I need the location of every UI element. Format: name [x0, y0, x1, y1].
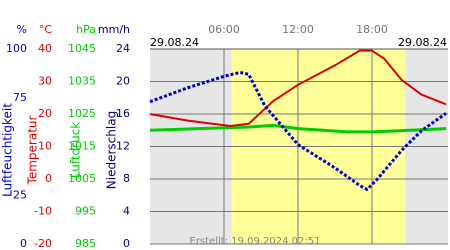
- y-tick-label: 8: [123, 172, 130, 185]
- series-line: [149, 49, 447, 128]
- y-tick-label: 1015: [68, 140, 96, 153]
- axis-unit: hPa: [76, 23, 96, 36]
- y-tick-label: 25: [13, 188, 27, 201]
- date-end: 29.08.24: [398, 36, 447, 49]
- y-tick-label: 100: [6, 42, 27, 55]
- x-tick-label: 18:00: [356, 23, 388, 36]
- y-tick-label: 16: [116, 107, 130, 120]
- y-tick-label: 0: [20, 237, 27, 250]
- date-start: 29.08.24: [150, 36, 199, 49]
- axis-unit: mm/h: [98, 23, 130, 36]
- footer: Erstellt: 19.09.2024 02:51: [190, 236, 321, 247]
- y-tick-label: 40: [38, 42, 52, 55]
- y-tick-label: 10: [38, 140, 52, 153]
- y-tick-label: -20: [34, 237, 52, 250]
- y-tick-label: 24: [116, 42, 130, 55]
- x-tick-label: 12:00: [282, 23, 314, 36]
- axis-unit: °C: [39, 23, 53, 36]
- y-tick-label: -10: [34, 205, 52, 218]
- axis-title: Luftfeuchtigkeit: [1, 103, 15, 197]
- y-tick-label: 1045: [68, 42, 96, 55]
- y-tick-label: 0: [45, 172, 52, 185]
- series-line: [149, 70, 447, 192]
- y-tick-label: 4: [123, 205, 130, 218]
- series-line: [149, 123, 447, 134]
- y-tick-label: 1035: [68, 75, 96, 88]
- y-tick-label: 12: [116, 140, 130, 153]
- y-tick-label: 20: [38, 107, 52, 120]
- x-tick-label: 06:00: [208, 23, 240, 36]
- axis-unit: %: [17, 23, 27, 36]
- y-tick-label: 30: [38, 75, 52, 88]
- axis-title: Temperatur: [26, 115, 40, 185]
- y-tick-label: 0: [123, 237, 130, 250]
- y-tick-label: 985: [75, 237, 96, 250]
- y-tick-label: 1005: [68, 172, 96, 185]
- axis-title: Luftdruck: [69, 122, 83, 179]
- y-tick-label: 75: [13, 91, 27, 104]
- y-tick-label: 20: [116, 75, 130, 88]
- y-tick-label: 995: [75, 205, 96, 218]
- y-tick-label: 1025: [68, 107, 96, 120]
- axis-title: Niederschlag: [105, 111, 119, 189]
